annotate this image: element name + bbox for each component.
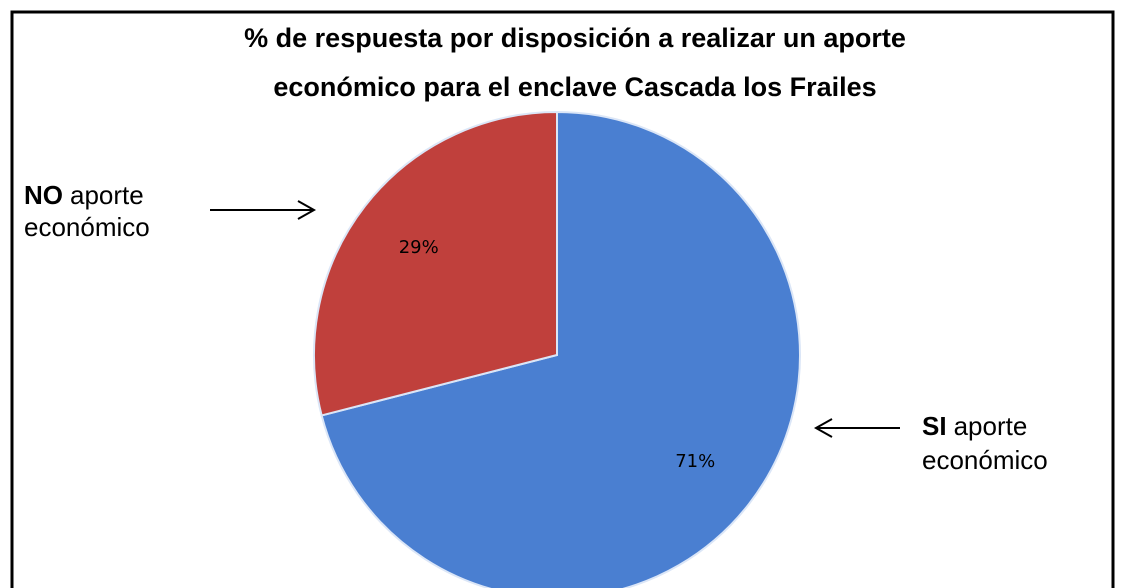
data-label: 71% <box>675 451 715 472</box>
chart-title: económico para el enclave Cascada los Fr… <box>273 72 876 102</box>
chart-title: % de respuesta por disposición a realiza… <box>244 23 906 53</box>
annotation-bold: NO <box>24 180 63 210</box>
pie-slice <box>320 110 801 588</box>
annotation: NO aporte <box>24 180 144 210</box>
annotation-text: aporte <box>70 180 144 210</box>
annotation-text: económico <box>922 445 1048 475</box>
pie-slice <box>313 110 558 417</box>
arrow-head <box>813 418 833 438</box>
arrow-head <box>297 200 317 220</box>
annotation: SI aporte <box>922 411 1027 441</box>
data-label: 29% <box>399 237 439 258</box>
annotation-text: económico <box>24 212 150 242</box>
pie <box>313 110 801 588</box>
annotation-text: aporte <box>954 411 1028 441</box>
annotation-bold: SI <box>922 411 947 441</box>
